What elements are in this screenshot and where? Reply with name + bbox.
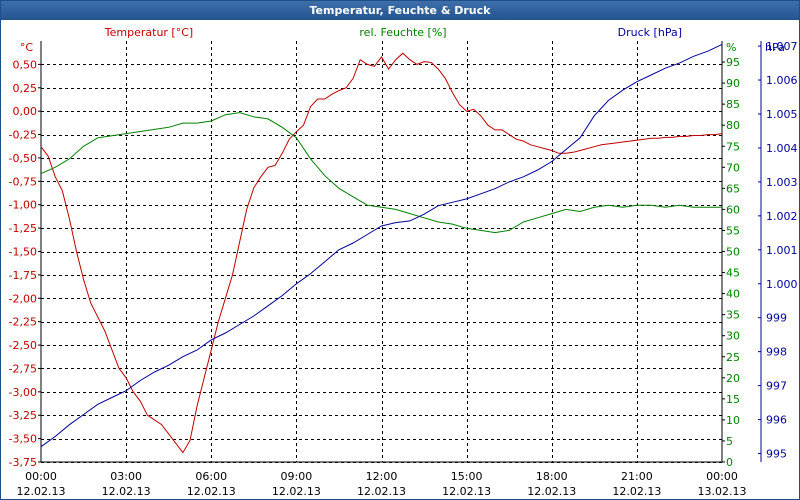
temperature-tick-label: -3,25 — [9, 409, 37, 422]
pressure-tick-label: 996 — [766, 414, 787, 427]
temperature-tick-label: -3,50 — [9, 433, 37, 446]
x-tick-time: 03:00 — [110, 470, 142, 483]
pressure-tick-label: 1.007 — [766, 40, 798, 53]
temperature-tick-label: -1,00 — [9, 199, 37, 212]
x-tick-time: 18:00 — [536, 470, 568, 483]
temperature-tick-label: -2,75 — [9, 362, 37, 375]
humidity-tick-label: 90 — [726, 77, 740, 90]
x-tick-time: 09:00 — [281, 470, 313, 483]
humidity-tick-label: 75 — [726, 140, 740, 153]
x-tick-date: 12.02.13 — [17, 485, 66, 498]
pressure-unit-label: hPa — [765, 41, 785, 54]
pressure-tick-label: 1.002 — [766, 210, 798, 223]
humidity-tick-label: 50 — [726, 246, 740, 259]
humidity-tick-label: 65 — [726, 182, 740, 195]
humidity-unit-label: % — [726, 41, 736, 54]
pressure-tick-label: 998 — [766, 346, 787, 359]
humidity-tick-label: 25 — [726, 351, 740, 364]
x-tick-time: 06:00 — [195, 470, 227, 483]
temperature-tick-labels: 0,50 0,25 0,00 -0,25 -0,50 -0,75 -1,00 -1,25 -1,… — [9, 58, 41, 469]
pressure-tick-label: 1.001 — [766, 244, 798, 257]
temperature-unit-label: °C — [20, 41, 34, 54]
pressure-tick-label: 995 — [766, 448, 787, 461]
humidity-tick-label: 30 — [726, 330, 740, 343]
temperature-tick-label: -3,75 — [9, 456, 37, 469]
humidity-axis-label: rel. Feuchte [%] — [359, 26, 446, 39]
humidity-tick-label: 0 — [726, 456, 733, 469]
chart-canvas: °C Temperatur [°C] rel. Feuchte [%] Druc… — [9, 26, 798, 498]
pressure-tick-label: 1.004 — [766, 142, 798, 155]
temperature-tick-label: -3,00 — [9, 386, 37, 399]
temperature-tick-label: -1,25 — [9, 222, 37, 235]
x-axis-tick-labels: 00:00 12.02.13 03:00 12.02.13 06:00 12.02.13 0… — [17, 470, 747, 498]
humidity-tick-label: 15 — [726, 393, 740, 406]
x-tick-date: 12.02.13 — [102, 485, 151, 498]
x-tick-date: 12.02.13 — [272, 485, 321, 498]
pressure-tick-label: 1.006 — [766, 74, 798, 87]
pressure-tick-label: 1.000 — [766, 278, 798, 291]
pressure-tick-label: 1.005 — [766, 108, 798, 121]
x-tick-date: 12.02.13 — [527, 485, 576, 498]
x-tick-date: 13.02.13 — [698, 485, 747, 498]
temperature-series-line — [40, 52, 723, 454]
humidity-tick-label: 70 — [726, 161, 740, 174]
temperature-tick-label: -2,00 — [9, 292, 37, 305]
x-tick-date: 12.02.13 — [357, 485, 406, 498]
humidity-tick-label: 60 — [726, 203, 740, 216]
humidity-series-line — [40, 112, 722, 234]
temperature-tick-label: 0,00 — [13, 105, 38, 118]
series-lines — [40, 43, 723, 454]
temperature-tick-label: 0,50 — [13, 58, 38, 71]
pressure-tick-label: 997 — [766, 380, 787, 393]
humidity-tick-label: 80 — [726, 119, 740, 132]
pressure-tick-label: 999 — [766, 312, 787, 325]
x-tick-date: 12.02.13 — [612, 485, 661, 498]
pressure-series-line — [40, 43, 723, 448]
pressure-axis-label: Druck [hPa] — [618, 26, 682, 39]
x-tick-time: 12:00 — [366, 470, 398, 483]
temperature-tick-label: 0,25 — [13, 82, 38, 95]
x-tick-time: 21:00 — [621, 470, 653, 483]
x-tick-time: 00:00 — [706, 470, 738, 483]
pressure-tick-label: 1.003 — [766, 176, 798, 189]
grid-lines — [41, 41, 722, 463]
x-tick-date: 12.02.13 — [442, 485, 491, 498]
x-tick-time: 15:00 — [451, 470, 483, 483]
humidity-tick-label: 5 — [726, 435, 733, 448]
temperature-tick-label: -0,50 — [9, 152, 37, 165]
temperature-tick-label: -2,50 — [9, 339, 37, 352]
humidity-tick-label: 55 — [726, 224, 740, 237]
temperature-tick-label: -1,75 — [9, 269, 37, 282]
humidity-tick-label: 20 — [726, 372, 740, 385]
x-tick-time: 00:00 — [25, 470, 57, 483]
humidity-tick-label: 45 — [726, 267, 740, 280]
temperature-tick-label: -1,50 — [9, 246, 37, 259]
x-tick-date: 12.02.13 — [187, 485, 236, 498]
temperature-tick-label: -2,25 — [9, 316, 37, 329]
humidity-tick-label: 40 — [726, 288, 740, 301]
temperature-axis-label: Temperatur [°C] — [104, 26, 193, 39]
temperature-tick-label: -0,25 — [9, 129, 37, 142]
humidity-tick-label: 85 — [726, 98, 740, 111]
chart-title: Temperatur, Feuchte & Druck — [1, 1, 799, 20]
temperature-tick-label: -0,75 — [9, 175, 37, 188]
pressure-tick-labels: 1.007 1.006 1.005 1.004 1.003 1.002 1.001 1.000… — [758, 40, 798, 461]
humidity-tick-label: 10 — [726, 414, 740, 427]
humidity-tick-label: 95 — [726, 56, 740, 69]
humidity-tick-label: 35 — [726, 309, 740, 322]
